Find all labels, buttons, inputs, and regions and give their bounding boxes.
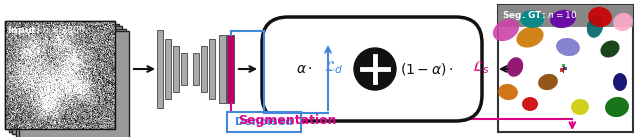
- FancyBboxPatch shape: [8, 24, 118, 132]
- Ellipse shape: [520, 10, 544, 28]
- Ellipse shape: [605, 97, 629, 117]
- FancyBboxPatch shape: [5, 21, 115, 129]
- FancyBboxPatch shape: [498, 5, 633, 27]
- Text: Segmentation: Segmentation: [238, 114, 337, 127]
- Ellipse shape: [600, 40, 620, 58]
- Ellipse shape: [538, 74, 558, 90]
- Text: $\alpha \cdot$: $\alpha \cdot$: [296, 62, 313, 76]
- FancyBboxPatch shape: [12, 26, 122, 134]
- FancyBboxPatch shape: [227, 35, 234, 103]
- FancyBboxPatch shape: [498, 5, 633, 132]
- FancyBboxPatch shape: [157, 30, 163, 108]
- Ellipse shape: [613, 13, 633, 31]
- FancyBboxPatch shape: [209, 39, 215, 99]
- Text: Denoised: Denoised: [235, 117, 293, 127]
- FancyBboxPatch shape: [173, 46, 179, 92]
- Ellipse shape: [516, 26, 543, 48]
- Ellipse shape: [588, 7, 612, 27]
- Text: $\mathcal{L}_d$: $\mathcal{L}_d$: [324, 60, 344, 76]
- FancyBboxPatch shape: [562, 64, 565, 67]
- Circle shape: [354, 48, 396, 90]
- FancyBboxPatch shape: [201, 46, 207, 92]
- FancyBboxPatch shape: [219, 35, 226, 103]
- Text: Seg. GT: $n = 10$: Seg. GT: $n = 10$: [502, 9, 577, 22]
- Text: $(1-\alpha) \cdot$: $(1-\alpha) \cdot$: [400, 61, 454, 77]
- FancyBboxPatch shape: [564, 67, 567, 70]
- Ellipse shape: [493, 19, 519, 41]
- Ellipse shape: [613, 73, 627, 91]
- Ellipse shape: [550, 10, 576, 28]
- FancyBboxPatch shape: [560, 68, 564, 72]
- FancyBboxPatch shape: [15, 28, 125, 136]
- FancyBboxPatch shape: [165, 39, 171, 99]
- Ellipse shape: [556, 38, 580, 56]
- Text: Input: $n = 3800$: Input: $n = 3800$: [7, 24, 86, 37]
- Ellipse shape: [571, 99, 589, 115]
- Ellipse shape: [522, 97, 538, 111]
- FancyBboxPatch shape: [227, 112, 301, 132]
- FancyBboxPatch shape: [19, 31, 129, 137]
- Ellipse shape: [587, 16, 604, 38]
- Text: $\mathcal{L}_s$: $\mathcal{L}_s$: [472, 60, 490, 76]
- FancyBboxPatch shape: [181, 53, 187, 85]
- FancyBboxPatch shape: [262, 17, 482, 121]
- Ellipse shape: [507, 57, 524, 77]
- Ellipse shape: [498, 84, 518, 100]
- FancyBboxPatch shape: [193, 53, 199, 85]
